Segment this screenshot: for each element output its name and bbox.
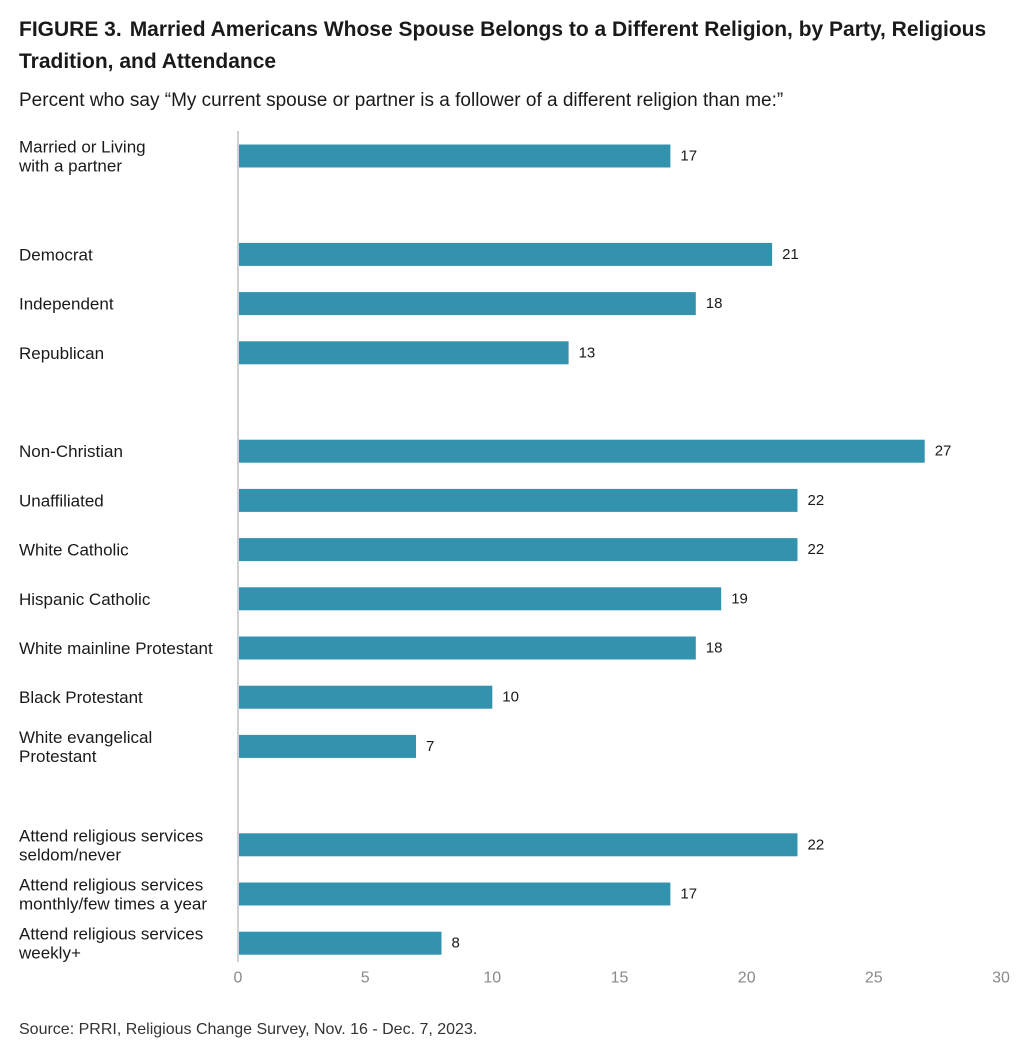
figure-title-text: Married Americans Whose Spouse Belongs t… [19, 18, 987, 73]
bar-6 [238, 538, 798, 562]
category-label-line: Married or Living [19, 137, 146, 156]
category-label: Attend religious services seldom/never [19, 826, 203, 864]
bar-8 [238, 636, 696, 660]
category-label: White Catholic [19, 540, 129, 559]
value-label: 17 [680, 148, 697, 165]
bar-9 [238, 685, 493, 709]
category-label: Attend religious services weekly+ [18, 924, 203, 962]
category-label-line: Attend religious services [19, 924, 203, 943]
category-label-line: Attend religious services [19, 875, 203, 894]
category-label-line: seldom/never [19, 845, 121, 864]
bar-7 [238, 587, 722, 611]
category-label-line: Independent [19, 294, 114, 313]
category-label-line: Non-Christian [19, 442, 123, 461]
bar-chart: Married or Living with a partner 17 Democra… [18, 131, 1010, 987]
x-tick-label: 10 [483, 970, 501, 987]
bar-12 [238, 882, 671, 906]
category-label: Democrat [19, 245, 93, 264]
category-label: White mainline Protestant [19, 639, 213, 658]
category-label: Married or Living with a partner [18, 137, 146, 175]
category-label-line: Unaffiliated [19, 491, 104, 510]
value-label: 27 [935, 443, 952, 460]
category-label-line: weekly+ [18, 943, 81, 962]
x-tick-label: 30 [992, 970, 1010, 987]
bar-5 [238, 488, 798, 512]
category-label: Independent [19, 294, 114, 313]
bar-0 [238, 144, 671, 168]
category-label: Non-Christian [19, 442, 123, 461]
value-label: 22 [808, 836, 825, 853]
category-label: Hispanic Catholic [19, 589, 151, 608]
figure-number: FIGURE 3. [19, 18, 122, 41]
chart-subtitle: Percent who say “My current spouse or pa… [19, 90, 784, 111]
value-label: 10 [502, 689, 519, 706]
category-label-line: Democrat [19, 245, 93, 264]
x-tick-label: 20 [738, 970, 756, 987]
value-label: 13 [579, 344, 596, 361]
bar-2 [238, 292, 696, 316]
value-label: 17 [680, 886, 697, 903]
category-label: Attend religious services monthly/few tim… [19, 875, 207, 913]
category-label-line: White mainline Protestant [19, 639, 213, 658]
category-label-line: Black Protestant [19, 688, 143, 707]
category-label-line: Protestant [19, 746, 97, 765]
x-tick-label: 15 [611, 970, 629, 987]
x-tick-label: 5 [361, 970, 370, 987]
category-label: Black Protestant [19, 688, 143, 707]
source-note: Source: PRRI, Religious Change Survey, N… [19, 1021, 478, 1038]
value-label: 19 [731, 590, 748, 607]
category-label-line: Republican [19, 343, 104, 362]
category-label: Republican [19, 343, 104, 362]
bar-1 [238, 242, 773, 266]
bar-13 [238, 931, 442, 955]
x-tick-label: 0 [234, 970, 243, 987]
bar-3 [238, 341, 569, 365]
value-label: 18 [706, 640, 723, 657]
value-label: 22 [808, 492, 825, 509]
value-label: 7 [426, 738, 434, 755]
category-label-line: with a partner [18, 156, 122, 175]
category-label-line: Attend religious services [19, 826, 203, 845]
value-label: 21 [782, 246, 799, 263]
x-tick-label: 25 [865, 970, 883, 987]
bar-11 [238, 833, 798, 857]
category-label-line: White Catholic [19, 540, 129, 559]
value-label: 8 [452, 935, 460, 952]
category-label-line: Hispanic Catholic [19, 589, 151, 608]
value-label: 22 [808, 541, 825, 558]
value-label: 18 [706, 295, 723, 312]
bar-10 [238, 734, 416, 758]
category-label-line: White evangelical [19, 727, 152, 746]
category-label-line: monthly/few times a year [19, 894, 207, 913]
chart-title: FIGURE 3. Married Americans Whose Spouse … [19, 14, 1009, 78]
category-label: Unaffiliated [19, 491, 104, 510]
category-label: White evangelical Protestant [19, 727, 152, 765]
bar-4 [238, 439, 925, 463]
